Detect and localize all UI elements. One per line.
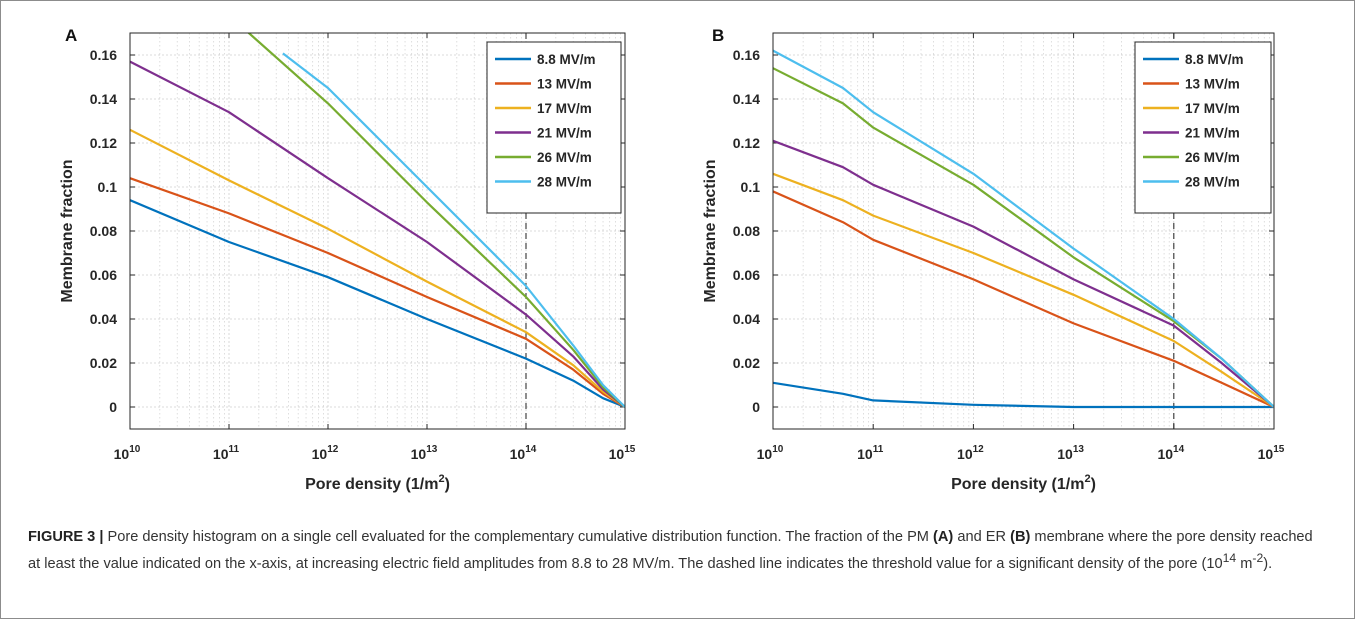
legend-label: 21 MV/m — [1185, 126, 1240, 141]
y-tick-label: 0.02 — [733, 355, 760, 371]
chart-panel-a: 0 0.02 0.04 0.06 0.08 0.1 0.12 0.14 0.16 1010 1011… — [59, 0, 636, 493]
legend-label: 17 MV/m — [537, 101, 592, 116]
y-tick-label: 0.02 — [90, 355, 117, 371]
x-axis-label: Pore density (1/m2) — [305, 473, 450, 493]
y-tick-label: 0.06 — [90, 267, 117, 283]
x-tick-label: 1010 — [114, 444, 141, 462]
x-tick-label: 1015 — [609, 444, 636, 462]
y-tick-label: 0.1 — [98, 179, 118, 195]
figure-charts: 0 0.02 0.04 0.06 0.08 0.1 0.12 0.14 0.16 1010 1011… — [0, 0, 1357, 520]
caption-panel-b: (B) — [1010, 529, 1030, 545]
figure-caption: FIGURE 3 | Pore density histogram on a s… — [28, 527, 1328, 575]
panel-label: A — [65, 26, 77, 45]
x-tick-label: 1015 — [1258, 444, 1285, 462]
y-axis-label: Membrane fraction — [702, 159, 719, 302]
legend-label: 28 MV/m — [537, 175, 592, 190]
y-tick-label: 0.08 — [733, 223, 760, 239]
x-tick-label: 1012 — [312, 444, 339, 462]
y-tick-label: 0.16 — [733, 47, 760, 63]
y-tick-label: 0.1 — [741, 179, 761, 195]
x-tick-label: 1013 — [411, 444, 438, 462]
y-tick-label: 0 — [752, 399, 760, 415]
panel-label: B — [712, 26, 724, 45]
y-tick-label: 0.14 — [733, 91, 760, 107]
legend-label: 26 MV/m — [1185, 150, 1240, 165]
caption-label: FIGURE 3 | — [28, 529, 103, 545]
legend-label: 26 MV/m — [537, 150, 592, 165]
caption-exponent-14: 14 — [1223, 551, 1237, 565]
chart-panel-b: 0 0.02 0.04 0.06 0.08 0.1 0.12 0.14 0.16 1010 1011… — [702, 26, 1285, 493]
x-tick-label: 1013 — [1057, 444, 1084, 462]
caption-text-1: Pore density histogram on a single cell … — [103, 529, 933, 545]
x-tick-label: 1014 — [1157, 444, 1184, 462]
x-tick-label: 1011 — [213, 444, 240, 462]
y-tick-label: 0.16 — [90, 47, 117, 63]
caption-exponent-neg2: -2 — [1252, 551, 1263, 565]
y-tick-label: 0.12 — [90, 135, 117, 151]
y-axis-label: Membrane fraction — [59, 159, 76, 302]
legend-label: 28 MV/m — [1185, 175, 1240, 190]
caption-panel-a: (A) — [933, 529, 953, 545]
caption-text-2: and ER — [953, 529, 1010, 545]
x-axis-label: Pore density (1/m2) — [951, 473, 1096, 493]
y-tick-label: 0.14 — [90, 91, 117, 107]
y-tick-label: 0 — [109, 399, 117, 415]
x-tick-label: 1014 — [510, 444, 537, 462]
legend-label: 13 MV/m — [537, 77, 592, 92]
legend-label: 21 MV/m — [537, 126, 592, 141]
legend-label: 8.8 MV/m — [537, 52, 596, 67]
legend-label: 13 MV/m — [1185, 77, 1240, 92]
y-tick-label: 0.04 — [733, 311, 760, 327]
x-tick-label: 1012 — [957, 444, 984, 462]
legend-label: 8.8 MV/m — [1185, 52, 1244, 67]
y-tick-label: 0.06 — [733, 267, 760, 283]
x-tick-label: 1010 — [757, 444, 784, 462]
y-tick-label: 0.12 — [733, 135, 760, 151]
caption-text-4: m — [1236, 556, 1252, 572]
legend-label: 17 MV/m — [1185, 101, 1240, 116]
caption-text-5: ). — [1263, 556, 1272, 572]
y-tick-label: 0.04 — [90, 311, 117, 327]
x-tick-label: 1011 — [857, 444, 884, 462]
y-tick-label: 0.08 — [90, 223, 117, 239]
